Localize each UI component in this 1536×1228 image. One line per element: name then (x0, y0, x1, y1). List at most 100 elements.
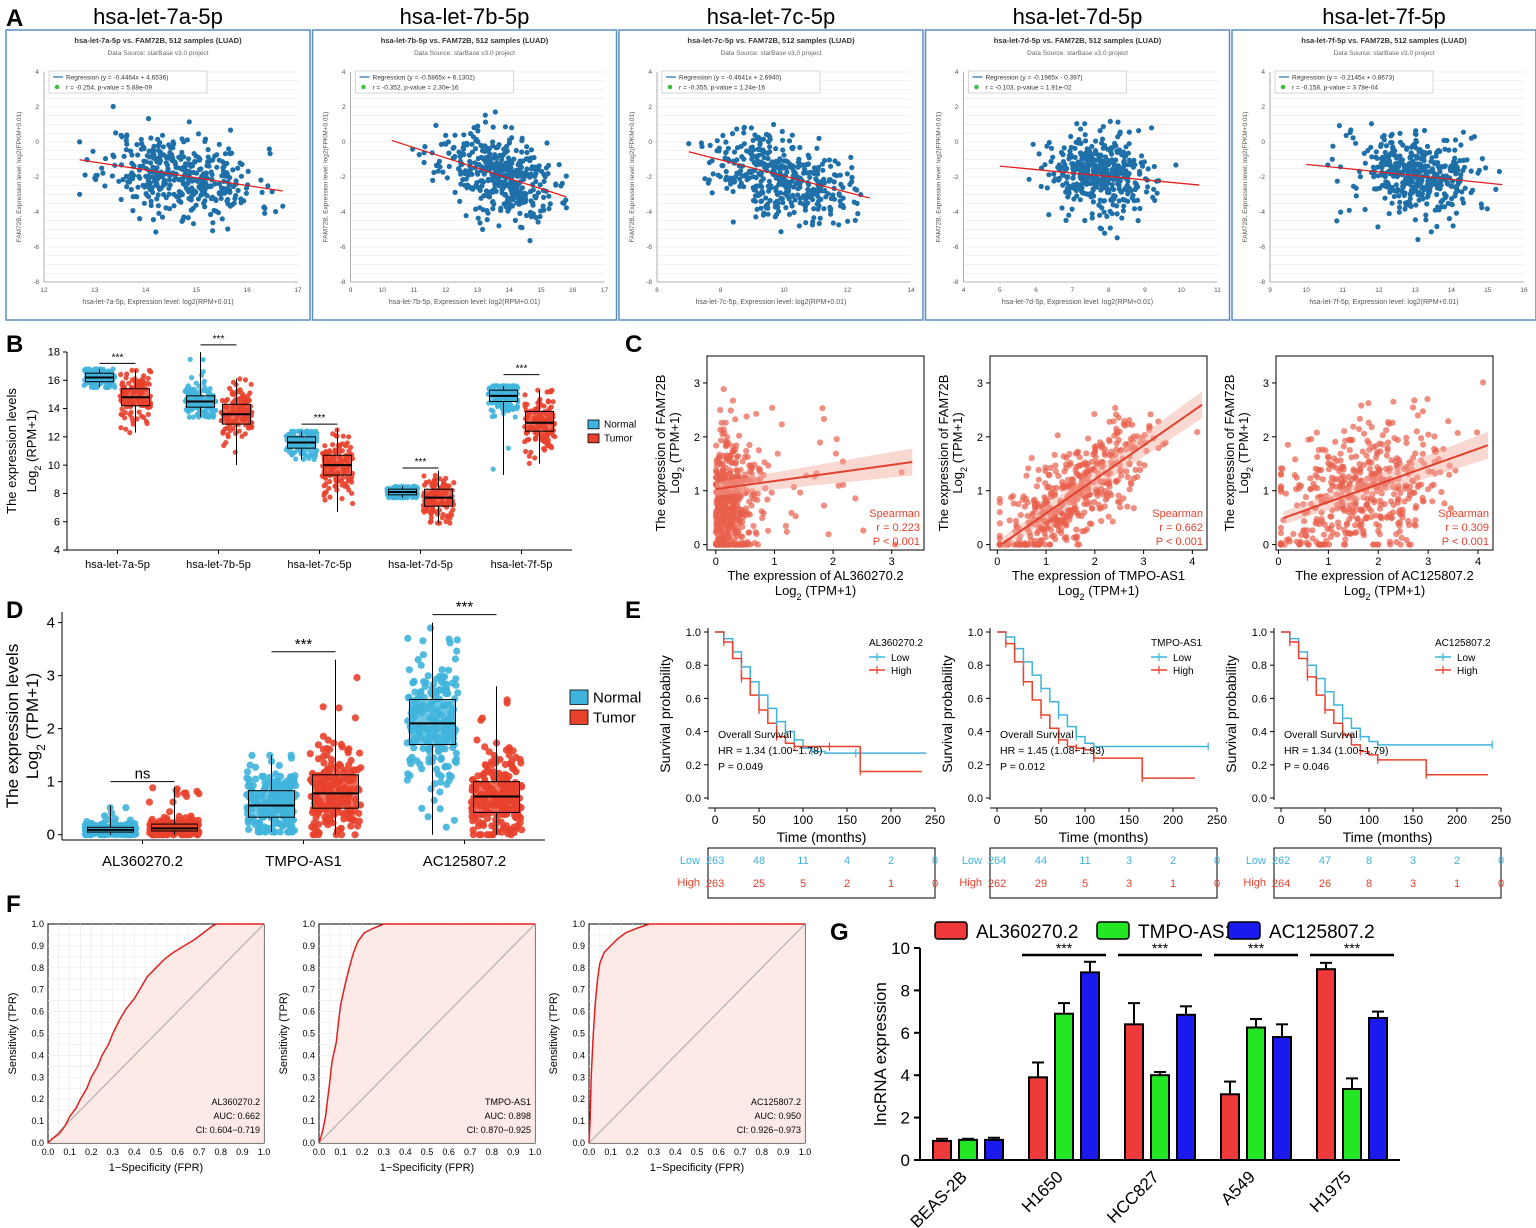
box-point-normal (312, 449, 318, 455)
box-y-tick: 12 (48, 432, 60, 444)
starbase-point (1068, 133, 1074, 140)
starbase-x-tick: 11 (1214, 287, 1221, 294)
starbase-point (219, 216, 225, 222)
starbase-point (123, 147, 129, 153)
starbase-x-tick: 5 (998, 287, 1002, 294)
starbase-point (1387, 189, 1393, 195)
starbase-point (1460, 200, 1467, 206)
box-point-tumor (327, 478, 333, 485)
starbase-point (765, 139, 772, 145)
starbase-point (445, 139, 451, 145)
starbase-x-tick: 13 (91, 287, 99, 294)
scatter-point (758, 508, 765, 515)
box-point-tumor (123, 426, 129, 432)
starbase-point (1458, 142, 1464, 148)
starbase-point (837, 172, 843, 178)
starbase-point (1026, 176, 1032, 182)
box-significance-label: *** (314, 413, 326, 424)
starbase-point (1413, 202, 1419, 208)
scatter-point (1033, 483, 1040, 490)
starbase-point (1450, 160, 1456, 166)
starbase-legend-dot (974, 84, 979, 90)
starbase-point (138, 136, 144, 142)
box-point-tumor (427, 519, 433, 525)
starbase-y-tick: -4 (1259, 209, 1265, 216)
starbase-y-label: FAM72B, Expression level: log2(FPKM+0.01… (1242, 112, 1249, 243)
starbase-point (1132, 162, 1138, 168)
starbase-point (535, 219, 541, 225)
starbase-point (1114, 211, 1120, 217)
box-point-tumor (248, 381, 254, 387)
starbase-point (1133, 184, 1139, 190)
scatter-point (797, 489, 804, 496)
scatter-point (996, 499, 1003, 506)
box-point-normal (197, 388, 203, 395)
starbase-point (477, 185, 483, 192)
box-point-tumor (421, 473, 427, 479)
starbase-point (1460, 167, 1466, 174)
box-point-normal (199, 372, 205, 378)
starbase-point (1437, 169, 1443, 175)
starbase-legend-dot (667, 84, 673, 90)
scatter-point (1052, 536, 1059, 543)
box-point-tumor (447, 520, 453, 526)
box-category-label: hsa-let-7f-5p (491, 559, 553, 571)
starbase-y-tick: -8 (646, 279, 652, 286)
starbase-point (1090, 187, 1096, 193)
starbase-point (826, 178, 832, 184)
starbase-point (160, 144, 166, 150)
starbase-point (1089, 215, 1095, 221)
scatter-point (1085, 435, 1092, 442)
starbase-point (734, 170, 740, 176)
starbase-point (490, 139, 496, 145)
starbase-point (1397, 159, 1403, 165)
starbase-point (486, 191, 492, 197)
starbase-point (1087, 148, 1093, 154)
starbase-point (421, 159, 427, 166)
starbase-point (475, 123, 481, 129)
starbase-point (225, 196, 231, 203)
starbase-point (430, 177, 436, 183)
starbase-point (1094, 184, 1100, 190)
starbase-point (1082, 156, 1088, 162)
spearman-label: Spearman (869, 508, 920, 520)
starbase-point (120, 177, 126, 183)
box-point-normal (183, 407, 189, 413)
scatter-point (1414, 483, 1421, 491)
scatter-point (1351, 529, 1359, 536)
starbase-point (1479, 156, 1485, 162)
starbase-point (491, 186, 498, 192)
starbase-point (280, 203, 286, 209)
starbase-point (1386, 158, 1392, 164)
starbase-y-tick: 2 (955, 104, 959, 111)
box-point-normal (306, 455, 312, 461)
starbase-y-label: FAM72B, Expression level: log2(FPKM+0.01… (936, 112, 943, 243)
starbase-point (227, 151, 233, 157)
scatter-x-label-1: The expression of TMPO-AS1 (1012, 568, 1185, 583)
box-point-tumor (522, 439, 528, 445)
starbase-point (720, 163, 726, 169)
starbase-point (1449, 202, 1455, 208)
starbase-point (1428, 229, 1434, 235)
starbase-point (812, 190, 818, 197)
starbase-point (1479, 205, 1485, 211)
starbase-point (707, 142, 713, 148)
starbase-point (509, 160, 515, 166)
starbase-point (756, 146, 763, 152)
starbase-point (179, 191, 185, 197)
starbase-point (1384, 181, 1390, 187)
starbase-point (141, 200, 147, 206)
scatter-point (1473, 429, 1481, 436)
scatter-y-tick: 1 (694, 486, 700, 498)
starbase-point (180, 166, 186, 173)
box-point-normal (201, 378, 207, 384)
scatter-point (1396, 528, 1403, 535)
starbase-point (511, 156, 517, 162)
starbase-point (771, 121, 777, 128)
box-point-tumor (246, 397, 252, 403)
box-point-tumor (346, 434, 352, 440)
starbase-point (166, 177, 172, 183)
starbase-point (100, 170, 106, 176)
starbase-point (813, 176, 819, 182)
starbase-point (509, 174, 515, 180)
